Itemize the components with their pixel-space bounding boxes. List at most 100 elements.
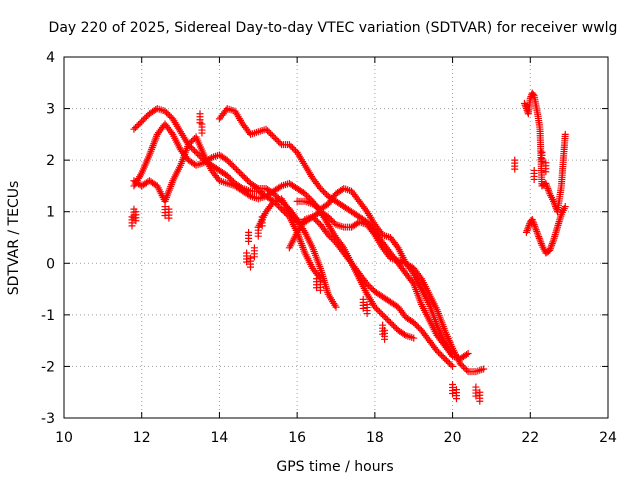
data-point bbox=[463, 366, 471, 374]
data-point bbox=[525, 221, 533, 229]
data-point bbox=[189, 145, 197, 153]
data-point bbox=[463, 351, 471, 359]
data-point bbox=[231, 164, 239, 172]
data-point bbox=[524, 223, 532, 231]
data-point bbox=[535, 234, 543, 242]
data-point bbox=[139, 116, 147, 124]
data-point bbox=[445, 359, 453, 367]
data-point bbox=[226, 159, 234, 167]
data-point bbox=[265, 128, 273, 136]
data-point bbox=[530, 219, 538, 227]
data-point bbox=[386, 319, 394, 327]
data-point bbox=[161, 107, 169, 115]
data-point bbox=[274, 138, 282, 146]
data-point bbox=[433, 347, 441, 355]
data-point bbox=[544, 185, 552, 193]
data-point bbox=[381, 335, 389, 343]
data-point bbox=[278, 205, 286, 213]
data-point bbox=[529, 217, 537, 225]
data-point bbox=[324, 231, 332, 239]
data-point bbox=[531, 222, 539, 230]
data-point bbox=[166, 112, 174, 120]
data-point bbox=[254, 232, 262, 240]
data-point bbox=[444, 358, 452, 366]
data-point bbox=[376, 308, 384, 316]
data-point bbox=[187, 138, 195, 146]
x-tick-label: 14 bbox=[211, 430, 229, 446]
data-point bbox=[530, 221, 538, 229]
data-point bbox=[359, 304, 367, 312]
data-point bbox=[229, 162, 237, 170]
data-point bbox=[545, 188, 553, 196]
data-point bbox=[528, 215, 536, 223]
data-point bbox=[472, 392, 480, 400]
data-point bbox=[240, 173, 248, 181]
data-point bbox=[223, 156, 231, 164]
data-point bbox=[533, 227, 541, 235]
data-point bbox=[228, 176, 236, 184]
data-point bbox=[537, 240, 545, 248]
data-point bbox=[133, 122, 141, 130]
data-point bbox=[390, 322, 398, 330]
data-point bbox=[312, 216, 320, 224]
data-point bbox=[408, 268, 416, 276]
data-point bbox=[447, 361, 455, 369]
data-point bbox=[138, 117, 146, 125]
data-point bbox=[225, 158, 233, 166]
data-point bbox=[436, 350, 444, 358]
data-point bbox=[370, 229, 378, 237]
data-point bbox=[439, 353, 447, 361]
data-point bbox=[276, 139, 284, 147]
data-point bbox=[163, 109, 171, 117]
plot-frame bbox=[63, 56, 609, 419]
data-point bbox=[561, 203, 569, 211]
data-point bbox=[537, 238, 545, 246]
data-point bbox=[523, 227, 531, 235]
data-point bbox=[327, 234, 335, 242]
data-point bbox=[189, 136, 197, 144]
data-point bbox=[561, 130, 569, 138]
data-point bbox=[234, 167, 242, 175]
data-point bbox=[449, 362, 457, 370]
data-point bbox=[362, 206, 370, 214]
data-point bbox=[132, 217, 140, 225]
data-point bbox=[262, 125, 270, 133]
data-point bbox=[379, 311, 387, 319]
data-point bbox=[520, 99, 528, 107]
data-point bbox=[368, 285, 376, 293]
data-point bbox=[320, 188, 328, 196]
data-point bbox=[410, 334, 418, 342]
data-point bbox=[191, 147, 199, 155]
x-tick-label: 18 bbox=[366, 430, 384, 446]
data-point bbox=[536, 236, 544, 244]
data-point bbox=[532, 226, 540, 234]
data-point bbox=[242, 175, 250, 183]
data-point bbox=[130, 125, 138, 133]
y-tick-label: -1 bbox=[41, 308, 55, 324]
data-point bbox=[480, 365, 488, 373]
data-point bbox=[273, 136, 281, 144]
data-point bbox=[535, 233, 543, 241]
x-tick-label: 12 bbox=[133, 430, 151, 446]
x-tick-label: 20 bbox=[444, 430, 462, 446]
data-point bbox=[223, 172, 231, 180]
data-point bbox=[522, 228, 530, 236]
data-point bbox=[538, 157, 546, 165]
data-point bbox=[546, 245, 554, 253]
data-point bbox=[165, 214, 173, 222]
data-point bbox=[548, 240, 556, 248]
data-point bbox=[533, 229, 541, 237]
x-tick-label: 10 bbox=[55, 430, 73, 446]
data-point bbox=[142, 113, 150, 121]
data-point bbox=[141, 114, 149, 122]
data-point bbox=[290, 145, 298, 153]
data-point bbox=[316, 185, 324, 193]
data-point bbox=[413, 322, 421, 330]
y-tick-label: 0 bbox=[46, 256, 55, 272]
data-point bbox=[329, 236, 337, 244]
data-point bbox=[546, 246, 554, 254]
data-point bbox=[292, 216, 300, 224]
data-point bbox=[276, 204, 284, 212]
data-point bbox=[363, 280, 371, 288]
data-point bbox=[332, 303, 340, 311]
